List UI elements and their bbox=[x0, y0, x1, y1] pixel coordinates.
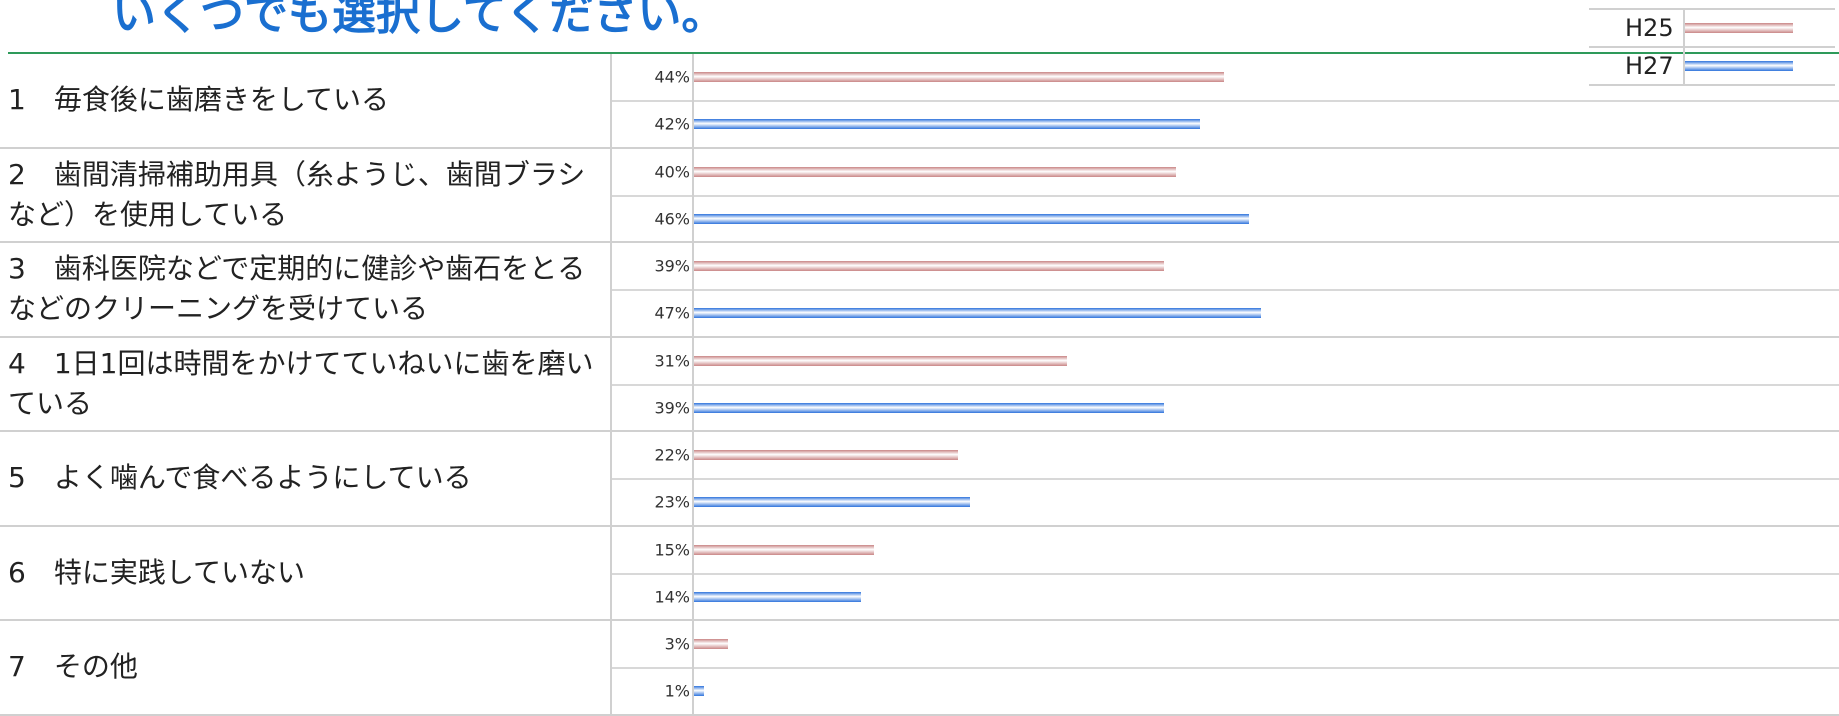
bar-cell: 42% bbox=[612, 100, 1839, 146]
legend: H25 H27 bbox=[1589, 8, 1835, 86]
column-divider bbox=[610, 243, 612, 336]
column-divider bbox=[610, 621, 612, 714]
value-label: 15% bbox=[654, 540, 690, 560]
row-label: 3 歯科医院などで定期的に健診や歯石をとるなどのクリーニングを受けている bbox=[8, 252, 586, 326]
axis-line bbox=[692, 243, 694, 336]
column-divider bbox=[610, 526, 612, 619]
bar-cell: 15% bbox=[612, 527, 1839, 573]
bar-cell: 1% bbox=[612, 667, 1839, 713]
legend-label: H27 bbox=[1625, 52, 1674, 80]
legend-label: H25 bbox=[1625, 14, 1674, 42]
column-divider bbox=[610, 432, 612, 525]
axis-line bbox=[692, 337, 694, 430]
bar-cell: 23% bbox=[612, 478, 1839, 524]
row-label: 5 よく噛んで食べるようにしている bbox=[8, 461, 472, 495]
value-label: 22% bbox=[654, 445, 690, 465]
bar bbox=[692, 355, 1068, 366]
value-label: 1% bbox=[664, 681, 690, 701]
row-label: 1 毎食後に歯磨きをしている bbox=[8, 83, 389, 117]
legend-item: H27 bbox=[1589, 48, 1835, 86]
column-divider bbox=[610, 337, 612, 430]
row: 7 その他 3% 1% bbox=[0, 621, 1839, 716]
bar bbox=[692, 544, 874, 555]
bar-cell: 31% bbox=[612, 338, 1839, 384]
legend-divider bbox=[1683, 10, 1685, 46]
row: 4 1日1回は時間をかけてていねいに歯を磨いている 31% 39% bbox=[0, 337, 1839, 432]
value-label: 47% bbox=[654, 303, 690, 323]
bar-cell: 22% bbox=[612, 432, 1839, 478]
bar-cell: 39% bbox=[612, 243, 1839, 289]
row: 3 歯科医院などで定期的に健診や歯石をとるなどのクリーニングを受けている 39% 4… bbox=[0, 243, 1839, 338]
bar bbox=[692, 497, 971, 508]
bar-cell: 40% bbox=[612, 149, 1839, 195]
bar bbox=[692, 639, 729, 650]
bar-cell: 44% bbox=[612, 54, 1839, 100]
column-divider bbox=[610, 54, 612, 147]
bar bbox=[692, 308, 1261, 319]
bar-cell: 46% bbox=[612, 194, 1839, 241]
row: 5 よく噛んで食べるようにしている 22% 23% bbox=[0, 432, 1839, 527]
row: 1 毎食後に歯磨きをしている 44% 42% bbox=[0, 54, 1839, 149]
bar-cell: 3% bbox=[612, 621, 1839, 667]
title: いくつでも選択してください。 bbox=[112, 0, 726, 40]
value-label: 40% bbox=[654, 162, 690, 182]
bar bbox=[692, 261, 1164, 272]
bar bbox=[692, 72, 1225, 83]
row-label: 6 特に実践していない bbox=[8, 555, 305, 589]
bar bbox=[692, 686, 705, 697]
legend-swatch bbox=[1685, 61, 1793, 71]
value-label: 46% bbox=[654, 209, 690, 229]
bar-cell: 14% bbox=[612, 572, 1839, 619]
bar bbox=[692, 213, 1249, 224]
bar-cell: 47% bbox=[612, 289, 1839, 335]
column-divider bbox=[610, 148, 612, 241]
axis-line bbox=[692, 54, 694, 147]
legend-item: H25 bbox=[1589, 10, 1835, 48]
row-label: 7 その他 bbox=[8, 650, 138, 684]
row-label: 4 1日1回は時間をかけてていねいに歯を磨いている bbox=[8, 346, 594, 420]
axis-line bbox=[692, 526, 694, 619]
axis-line bbox=[692, 621, 694, 714]
bar bbox=[692, 450, 959, 461]
value-label: 39% bbox=[654, 256, 690, 276]
bar bbox=[692, 591, 862, 602]
value-label: 44% bbox=[654, 67, 690, 87]
value-label: 42% bbox=[654, 114, 690, 134]
bar-cell: 39% bbox=[612, 383, 1839, 430]
value-label: 23% bbox=[654, 492, 690, 512]
row: 6 特に実践していない 15% 14% bbox=[0, 526, 1839, 621]
value-label: 3% bbox=[664, 634, 690, 654]
legend-divider bbox=[1683, 48, 1685, 84]
row-label: 2 歯間清掃補助用具（糸ようじ、歯間ブラシなど）を使用している bbox=[8, 157, 586, 231]
value-label: 14% bbox=[654, 587, 690, 607]
axis-line bbox=[692, 432, 694, 525]
bar bbox=[692, 166, 1176, 177]
axis-line bbox=[692, 148, 694, 241]
row: 2 歯間清掃補助用具（糸ようじ、歯間ブラシなど）を使用している 40% 46% bbox=[0, 148, 1839, 243]
value-label: 39% bbox=[654, 398, 690, 418]
divider bbox=[8, 52, 1839, 54]
bar bbox=[692, 119, 1201, 130]
bar bbox=[692, 402, 1164, 413]
legend-swatch bbox=[1685, 23, 1793, 33]
value-label: 31% bbox=[654, 351, 690, 371]
